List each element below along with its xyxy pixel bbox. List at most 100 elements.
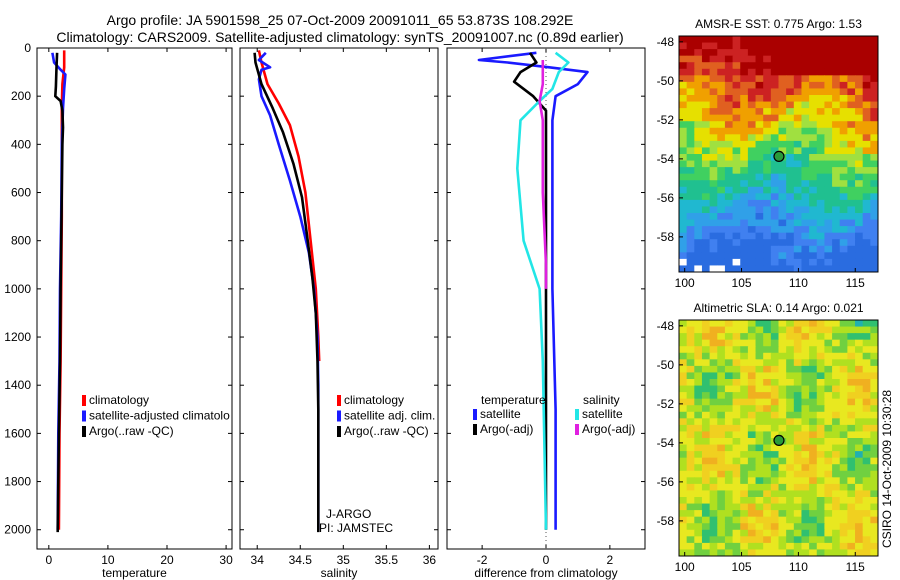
sst_map-cell (847, 81, 856, 90)
sla_map-cell (847, 438, 856, 446)
sla_map-cell (747, 392, 757, 400)
sla_map-cell (786, 431, 795, 439)
sst_map-cell (778, 55, 787, 63)
sst_map-cell (763, 258, 772, 267)
xtick-label: 110 (789, 560, 808, 574)
sla_map-cell (862, 464, 871, 472)
sst_map-cell (832, 95, 841, 103)
sla_map-cell (740, 346, 749, 354)
sst_map-cell (709, 167, 718, 175)
sst_map-cell (870, 147, 878, 155)
sla_map-cell (862, 516, 871, 524)
sst_map-cell (832, 121, 841, 129)
sla_map-cell (732, 523, 741, 531)
sst_map-cell (740, 108, 749, 116)
sla_map-cell (701, 346, 711, 354)
sst_map-cell (747, 75, 757, 83)
sst_map-cell (770, 88, 780, 96)
sst_map-cell (839, 127, 848, 135)
sla_map-cell (801, 451, 810, 459)
sla_map-cell (701, 464, 711, 472)
sla_map-cell (763, 385, 772, 393)
sst_map-cell (801, 88, 810, 96)
sla_map-cell (847, 542, 856, 551)
sst_map-cell (740, 245, 749, 253)
sla_map-cell (679, 333, 688, 341)
sla_map-cell (724, 470, 734, 478)
sst_map-cell (686, 258, 695, 267)
sst_map-cell (778, 258, 787, 267)
sla_map-cell (847, 418, 856, 426)
sst_map-cell (724, 134, 734, 142)
sst_map-frame (678, 35, 879, 273)
sla_map-cell (763, 379, 772, 387)
sst_map-cell (824, 68, 833, 76)
sst_map-cell (832, 114, 841, 122)
sla_map-cell (855, 320, 864, 328)
sst_map-cell (701, 147, 711, 155)
sst_map-cell (770, 265, 780, 272)
sla_map-cell (832, 542, 841, 551)
sla_map-cell (862, 470, 871, 478)
sst_map-cell (694, 180, 703, 188)
sla_map-cell (709, 510, 718, 518)
sla_map-cell (801, 424, 810, 433)
sst_map-cell (824, 62, 833, 70)
sst_map-cell (686, 186, 695, 194)
sst_map-cell (755, 167, 764, 175)
sla_map-cell (694, 444, 703, 452)
sst_map-cell (686, 62, 695, 70)
sst_map-cell (839, 140, 848, 149)
sla_map-cell (870, 523, 878, 531)
sst_map-cell (747, 173, 757, 181)
sla_map-cell (832, 372, 841, 380)
sla_map-cell (832, 352, 841, 360)
sla_map-cell (724, 326, 734, 334)
sst_map-cell (709, 219, 718, 227)
sla_map-cell (855, 464, 864, 472)
sst_map-cell (732, 88, 741, 96)
sla_map-cell (740, 457, 749, 465)
sst_map-cell (862, 68, 871, 76)
sla_map-cell (778, 418, 787, 426)
sla_map-cell (801, 359, 810, 367)
sla_map-cell (755, 523, 764, 531)
sst_map-cell (847, 62, 856, 70)
sla_map-cell (870, 398, 878, 406)
sla_map-cell (686, 372, 695, 380)
sla_map-cell (847, 365, 856, 374)
sla_map-cell (740, 542, 749, 551)
sla_map-cell (855, 431, 864, 439)
sst_map-cell (763, 154, 772, 162)
sst_map-cell (686, 213, 695, 221)
sla_map-cell (801, 365, 810, 374)
sla_map-cell (786, 346, 795, 354)
sla_map-cell (786, 418, 795, 426)
sla_map-cell (855, 483, 864, 492)
sla_map-cell (870, 536, 878, 544)
sst_map-cell (801, 108, 810, 116)
sst_map-cell (832, 226, 841, 234)
sst_map-cell (801, 252, 810, 260)
ytick-label: -58 (657, 514, 675, 528)
sst_map-cell (717, 199, 726, 208)
xtick-label: 0 (543, 553, 550, 567)
sla_map-cell (679, 438, 688, 446)
salinity-legend-swatch (337, 395, 341, 406)
sla_map-cell (679, 411, 688, 419)
sst_map-cell (778, 147, 787, 155)
sst_map-cell (686, 245, 695, 253)
sla_map-cell (686, 523, 695, 531)
sst_map-cell (809, 42, 818, 50)
sla_map-cell (862, 451, 871, 459)
sla_map-cell (801, 497, 810, 505)
sla_map-cell (816, 536, 826, 544)
sla_map-cells (679, 320, 878, 556)
sst_map-cell (786, 245, 795, 253)
sla_map-cell (816, 346, 826, 354)
sst_map-cell (793, 173, 803, 181)
sla_map-cell (770, 339, 780, 347)
sst_map-cell (770, 134, 780, 142)
sla_map-cell (839, 346, 848, 354)
